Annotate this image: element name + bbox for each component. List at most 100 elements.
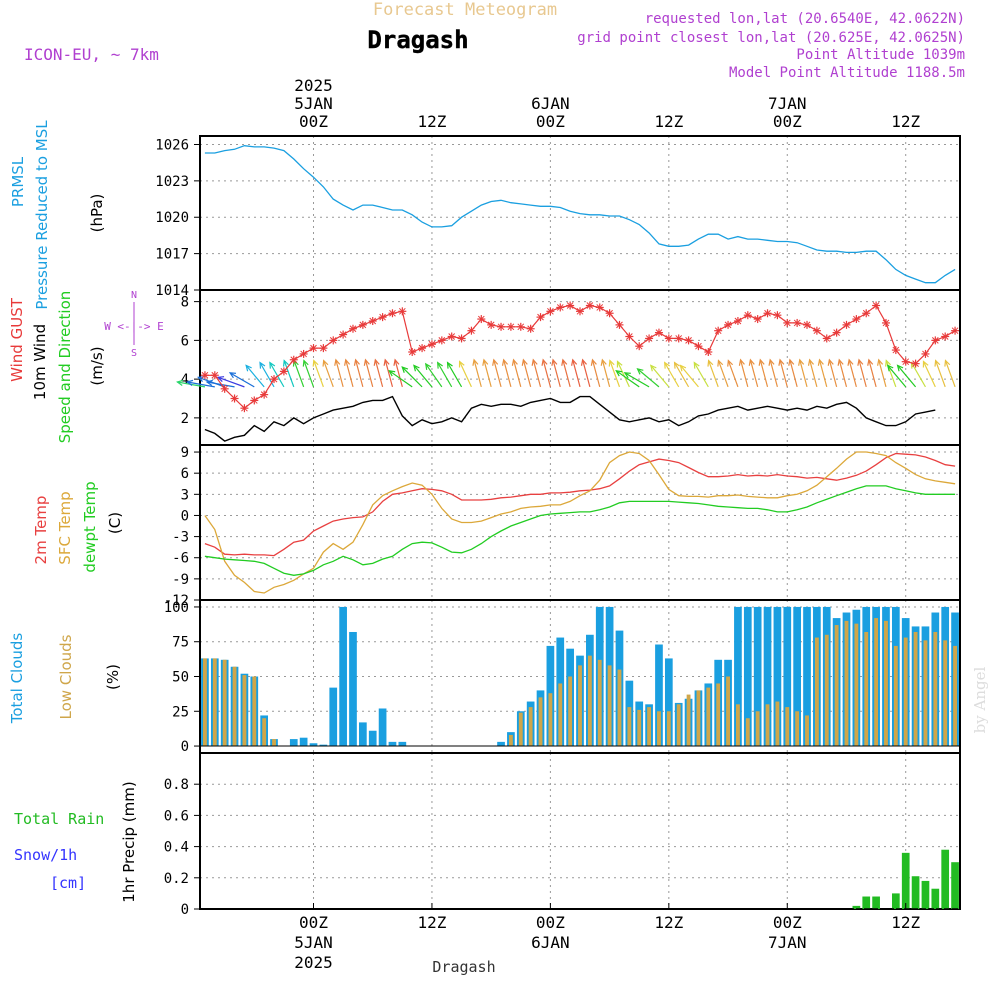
gust-marker [220, 384, 229, 393]
wind-arrow-head [608, 359, 615, 367]
wind-arrow [512, 359, 522, 388]
wind-arrow [759, 359, 769, 388]
wind-arrow-head [334, 358, 341, 366]
wind-arrow [601, 359, 611, 388]
low-cloud-bar [824, 634, 829, 747]
precip-title-rain: Total Rain [14, 810, 104, 828]
total-cloud-bar [319, 744, 328, 747]
top-time-label: 12Z [417, 112, 446, 131]
gust-marker [576, 307, 584, 316]
gust-marker [733, 317, 742, 325]
wind-arrow [935, 360, 946, 388]
wind-arrow [323, 360, 334, 388]
low-cloud-bar [884, 620, 888, 747]
low-cloud-bar [518, 712, 523, 747]
wind-arrow-head [886, 364, 894, 372]
wind-arrow-head [788, 358, 795, 366]
total-cloud-bar [655, 644, 663, 747]
y-tick-label: 4 [181, 372, 189, 388]
cloud-title-1: Total Clouds [8, 633, 26, 725]
wind-arrow [818, 359, 828, 388]
low-cloud-bar [706, 687, 711, 747]
gust-marker [230, 394, 239, 403]
wind-arrow-head [758, 358, 765, 366]
wind-arrow-head [458, 360, 465, 368]
gust-marker [250, 396, 259, 405]
y-tick-label: -12 [164, 593, 189, 609]
wind-arrow [789, 359, 798, 388]
panel-temperature: -12 -9 -6 -3 0 3 6 9 2m Temp SFC Temp dewpt Temp (C… [32, 444, 961, 609]
rain-bar [941, 849, 950, 909]
wind-title-2: 10m Wind [31, 324, 49, 400]
wind-arrow-head [571, 358, 578, 366]
gust-marker [299, 349, 308, 358]
total-cloud-bar [299, 737, 308, 747]
y-tick-label: 9 [181, 445, 189, 461]
pressure-unit: (hPa) [88, 194, 106, 233]
wind-arrow-head [344, 358, 351, 366]
gust-marker [951, 326, 960, 335]
low-cloud-bar [805, 715, 809, 747]
wind-arrow-head [664, 361, 671, 369]
wind-arrow-head [373, 358, 380, 366]
y-tick-label: 3 [181, 487, 189, 503]
gust-marker [339, 330, 348, 339]
wind-arrow-head [636, 367, 644, 375]
requested-coords: requested lon,lat (20.6540E, 42.0622N) [645, 11, 965, 27]
low-cloud-bar [943, 640, 948, 747]
gust-marker [487, 320, 496, 329]
wind-arrow [562, 359, 571, 388]
gust-marker [694, 342, 703, 351]
low-cloud-bar [528, 707, 533, 747]
wind-arrow-head [778, 358, 785, 366]
total-cloud-bar [763, 606, 772, 747]
low-cloud-bar [617, 669, 622, 747]
wind-arrow-head [837, 358, 844, 366]
total-cloud-bar [743, 606, 752, 747]
total-cloud-bar [793, 606, 801, 747]
panel-clouds: 0 25 50 75 100 Total Clouds Low Clouds (%) [8, 599, 961, 755]
low-cloud-bar [587, 655, 592, 747]
gust-marker [832, 328, 841, 337]
gust-marker [556, 303, 565, 312]
precip-title-unit: [cm] [50, 874, 86, 892]
wind-arrow-head [867, 358, 874, 366]
gust-marker [585, 301, 594, 310]
wind-arrow [572, 359, 581, 388]
pressure-title-1: PRMSL [9, 156, 27, 207]
total-cloud-bar [388, 741, 397, 747]
compass-n: N [131, 290, 137, 301]
low-cloud-bar [844, 620, 849, 747]
low-cloud-bar [814, 637, 819, 747]
rain-bar [862, 896, 871, 909]
low-cloud-bar [893, 645, 898, 747]
gust-marker [941, 332, 950, 341]
low-cloud-bar [933, 631, 938, 747]
low-cloud-bar [657, 711, 661, 747]
gust-marker [378, 313, 387, 322]
wind-arrow-head [472, 358, 479, 366]
low-cloud-bar [262, 718, 267, 747]
bottom-time-label: 12Z [654, 913, 683, 932]
low-cloud-bar [558, 683, 563, 747]
wind-arrow [355, 359, 364, 388]
gust-marker [605, 309, 614, 318]
y-tick-label: 0 [181, 902, 189, 918]
wind-arrow-head [768, 358, 775, 366]
wind-arrow-head [282, 359, 289, 367]
wind-arrow [717, 360, 729, 388]
total-cloud-bar [497, 741, 505, 747]
wind-arrow [532, 359, 542, 388]
wind-arrow-head [521, 358, 528, 366]
wind-arrow-head [707, 359, 714, 367]
total-cloud-bar [734, 606, 742, 747]
wind-arrow-head [616, 360, 623, 368]
wind-arrow [198, 376, 225, 388]
gust-marker [368, 317, 377, 325]
wind-arrow [245, 365, 265, 388]
wind-arrow-head [363, 358, 370, 366]
wind-arrow [779, 359, 788, 388]
rain-bar [931, 888, 940, 909]
wind-arrow-head [197, 376, 205, 383]
